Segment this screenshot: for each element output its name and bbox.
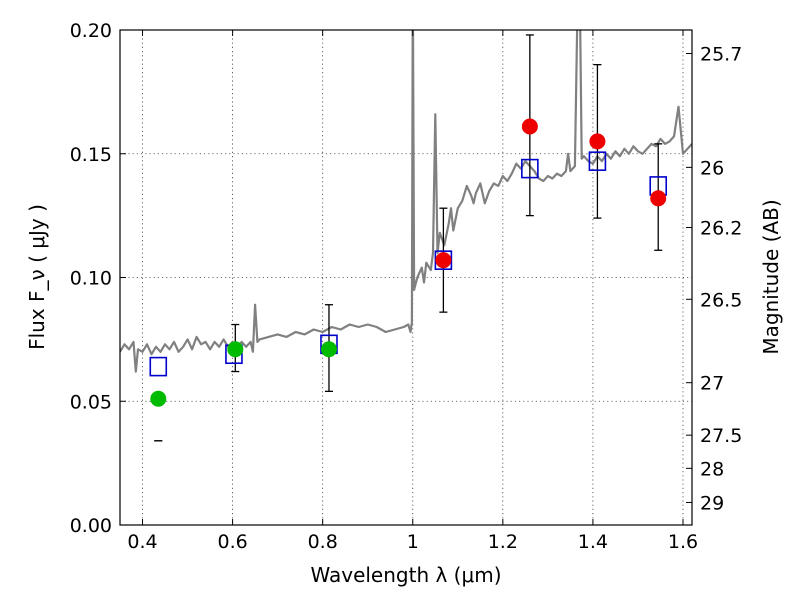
y2-tick-label: 25.7 bbox=[700, 44, 742, 66]
y-tick-label: 0.15 bbox=[70, 144, 112, 166]
data-point bbox=[435, 252, 452, 269]
x-tick-label: 1.4 bbox=[578, 531, 608, 553]
spectrum-layer bbox=[120, 30, 692, 373]
data-point bbox=[521, 118, 538, 135]
error-bars bbox=[154, 34, 663, 442]
x-tick-label: 0.8 bbox=[308, 531, 338, 553]
data-point bbox=[150, 390, 167, 407]
y2-tick-label: 26 bbox=[700, 157, 724, 179]
x-tick-label: 1 bbox=[407, 531, 419, 553]
x-axis-title: Wavelength λ (μm) bbox=[310, 563, 501, 587]
x-tick-label: 1.2 bbox=[488, 531, 518, 553]
data-point bbox=[320, 341, 337, 358]
y2-tick-label: 27.5 bbox=[700, 425, 742, 447]
y2-axis-title: Magnitude (AB) bbox=[759, 199, 783, 354]
model-square bbox=[588, 151, 607, 171]
model-square bbox=[149, 356, 168, 377]
data-point bbox=[227, 341, 244, 358]
x-tick-label: 0.6 bbox=[217, 531, 247, 553]
y-tick-label: 0.00 bbox=[70, 515, 112, 537]
axis-ticks: 0.4 0.6 0.8 1 1.2 1.4 1.6 0.00 0.05 0.10 0.15 0.20 2… bbox=[70, 20, 743, 553]
y2-tick-label: 28 bbox=[700, 458, 724, 480]
y-axis-title: Flux F_ν ( μJy ) bbox=[25, 204, 49, 350]
x-tick-label: 1.6 bbox=[668, 531, 698, 553]
markers bbox=[149, 118, 668, 407]
x-tick-label: 0.4 bbox=[127, 531, 157, 553]
y2-tick-label: 29 bbox=[700, 492, 724, 514]
y2-tick-label: 26.2 bbox=[700, 218, 742, 240]
spectrum-line bbox=[120, 30, 692, 373]
y2-tick-label: 27 bbox=[700, 373, 724, 395]
model-square bbox=[521, 158, 539, 179]
y2-tick-label: 26.5 bbox=[700, 289, 742, 311]
y-tick-label: 0.10 bbox=[70, 268, 112, 290]
data-point bbox=[589, 133, 606, 150]
data-point bbox=[650, 190, 667, 207]
y-tick-label: 0.05 bbox=[70, 391, 112, 413]
y-tick-label: 0.20 bbox=[70, 20, 112, 42]
grid-lines bbox=[120, 30, 692, 525]
